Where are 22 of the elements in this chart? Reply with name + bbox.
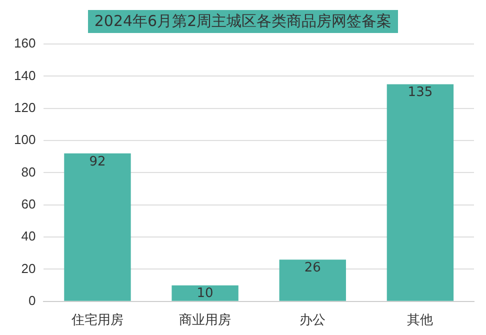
data-label: 92 (89, 154, 106, 170)
bar (386, 84, 454, 301)
bar (64, 153, 131, 301)
y-tick-label: 80 (21, 164, 36, 180)
data-label: 10 (196, 286, 214, 302)
y-tick-label: 160 (14, 36, 36, 51)
x-tick-label: 商业用房 (179, 312, 232, 327)
x-tick-label: 住宅用房 (70, 312, 124, 327)
y-tick-label: 40 (21, 228, 36, 244)
y-tick-label: 120 (14, 100, 36, 115)
y-tick-label: 0 (28, 292, 36, 308)
x-tick-label: 办公 (300, 312, 326, 327)
data-label: 135 (408, 85, 433, 100)
y-tick-label: 60 (21, 196, 36, 212)
y-tick-label: 140 (14, 68, 36, 83)
x-tick-label: 其他 (407, 312, 434, 327)
chart-title: 2024年6月第2周主城区各类商品房网签备案 (88, 10, 398, 33)
data-label: 26 (304, 260, 321, 276)
bar (172, 285, 238, 301)
y-tick-label: 100 (14, 132, 36, 148)
y-tick-label: 20 (21, 260, 36, 276)
bar (279, 260, 346, 301)
